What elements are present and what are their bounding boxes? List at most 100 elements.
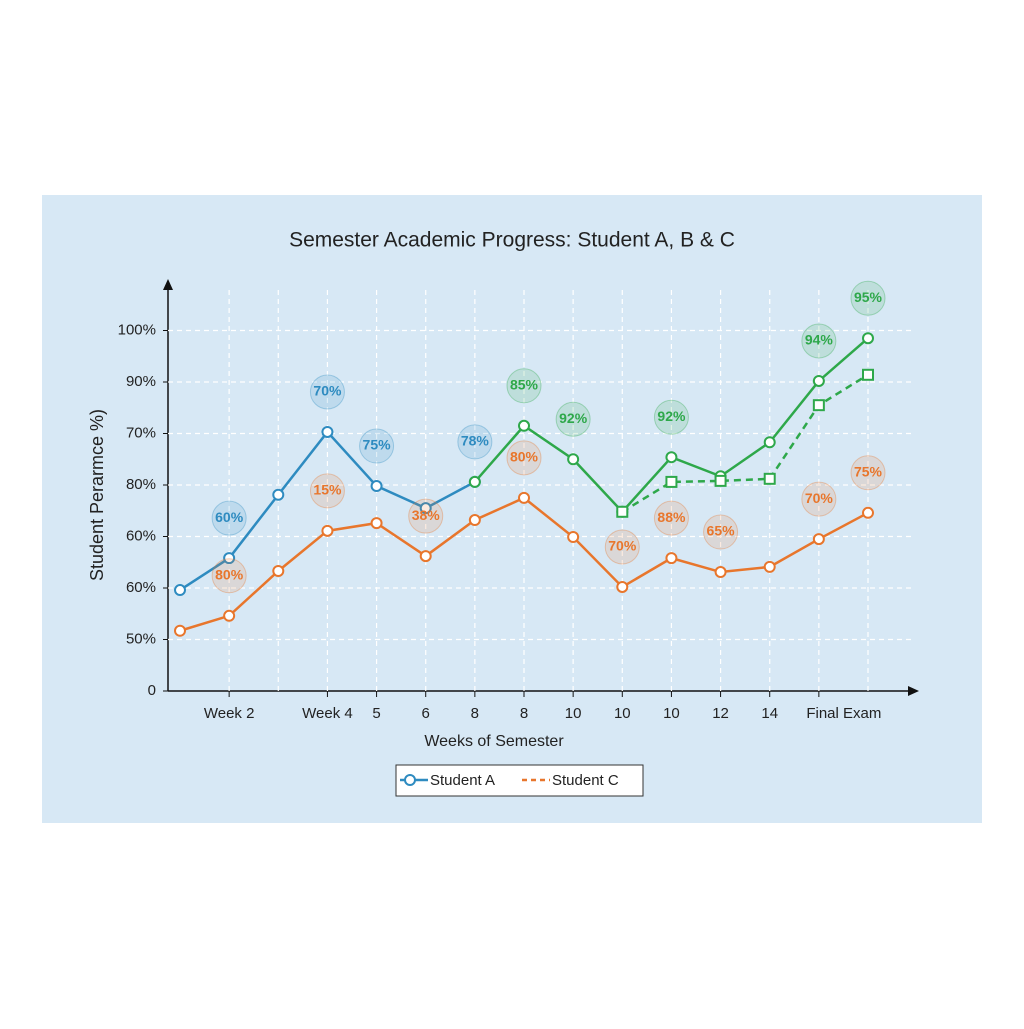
label-bubble <box>801 481 837 517</box>
label-bubble <box>408 498 444 534</box>
data-label: 92% <box>657 408 686 424</box>
series-line <box>621 373 869 513</box>
point <box>616 580 629 593</box>
point <box>518 491 530 504</box>
point <box>468 514 481 527</box>
chart-title: Semester Academic Progress: Student A, B… <box>289 229 735 252</box>
point <box>223 609 236 622</box>
data-label: 95% <box>854 289 883 305</box>
point <box>763 472 776 485</box>
label-bubble <box>457 424 493 460</box>
data-label: 88% <box>657 509 686 525</box>
point <box>665 451 678 464</box>
point <box>272 488 285 501</box>
label-bubble <box>653 500 689 536</box>
label-bubble <box>211 500 247 536</box>
label-bubble <box>359 428 395 464</box>
data-label: 38% <box>412 507 441 523</box>
label-bubble <box>703 514 739 550</box>
y-axis-arrow <box>163 279 173 290</box>
point <box>812 374 825 387</box>
label-bubble <box>850 280 886 316</box>
y-tick-label: 50% <box>126 630 156 647</box>
x-tick-label: 12 <box>712 705 729 722</box>
point <box>174 584 186 597</box>
y-tick-label: 90% <box>126 373 156 390</box>
data-label: 80% <box>510 449 539 465</box>
point <box>763 560 776 573</box>
label-bubble <box>653 399 689 435</box>
legend-marker <box>404 774 416 786</box>
y-tick-label: 0 <box>148 682 156 699</box>
x-tick-label: 8 <box>520 705 528 722</box>
y-axis-label: Student Perarmce %) <box>87 409 107 581</box>
x-tick-label: Final Exam <box>806 705 881 722</box>
y-tick-label: 100% <box>118 321 156 338</box>
chart-panel <box>42 195 982 823</box>
data-label: 75% <box>854 464 883 480</box>
x-tick-label: 10 <box>614 705 631 722</box>
data-label: 70% <box>313 383 342 399</box>
y-tick-label: 70% <box>126 424 156 441</box>
legend-label: Student A <box>430 772 495 789</box>
point <box>370 480 383 493</box>
x-tick-label: 5 <box>372 705 380 722</box>
point <box>665 552 678 565</box>
point <box>862 332 874 345</box>
data-label: 70% <box>608 538 637 554</box>
point <box>665 475 678 488</box>
x-axis-arrow <box>908 686 919 696</box>
point <box>518 419 530 432</box>
data-label: 92% <box>559 410 588 426</box>
point <box>763 436 776 449</box>
label-bubble <box>801 323 837 359</box>
data-label: 75% <box>363 437 392 453</box>
label-bubble <box>604 529 640 565</box>
point <box>370 517 383 530</box>
point <box>567 453 580 466</box>
legend-items: Student A Student C <box>400 772 619 789</box>
legend-label: Student C <box>552 772 619 789</box>
point <box>272 565 285 578</box>
label-bubble <box>309 473 345 509</box>
point <box>321 524 334 537</box>
data-label: 60% <box>215 509 244 525</box>
point <box>862 368 874 381</box>
y-tick-label: 60% <box>126 527 156 544</box>
x-tick-label: 10 <box>663 705 680 722</box>
point <box>714 566 727 579</box>
point <box>321 425 334 438</box>
x-tick-label: Week 4 <box>302 705 353 722</box>
point <box>812 399 825 412</box>
plot-area: 0 50% 60% 60% 80% 70% 90% 100% Week 2 Week 4 5 6 8 8 1… <box>118 280 915 722</box>
point <box>567 531 580 544</box>
legend <box>395 764 644 797</box>
y-tick-label: 80% <box>126 476 156 493</box>
x-tick-label: 8 <box>471 705 479 722</box>
data-label: 80% <box>215 567 244 583</box>
x-axis-label: Weeks of Semester <box>424 733 564 750</box>
data-label: 15% <box>313 482 342 498</box>
point <box>419 502 432 515</box>
point <box>419 550 432 563</box>
data-label: 70% <box>805 490 834 506</box>
x-tick-label: 14 <box>761 705 778 722</box>
label-bubble <box>506 440 542 476</box>
x-tick-label: 6 <box>422 705 430 722</box>
point <box>223 552 236 565</box>
data-label: 65% <box>707 523 736 539</box>
label-bubble <box>309 374 345 410</box>
point <box>468 475 481 488</box>
point <box>812 533 825 546</box>
label-bubble <box>850 455 886 491</box>
x-tick-label: 10 <box>565 705 582 722</box>
data-label: 78% <box>461 433 490 449</box>
data-label: 85% <box>510 376 539 392</box>
point <box>174 624 186 637</box>
label-bubble <box>555 401 591 437</box>
label-bubble <box>506 368 542 404</box>
point <box>616 505 629 518</box>
point <box>714 474 727 487</box>
